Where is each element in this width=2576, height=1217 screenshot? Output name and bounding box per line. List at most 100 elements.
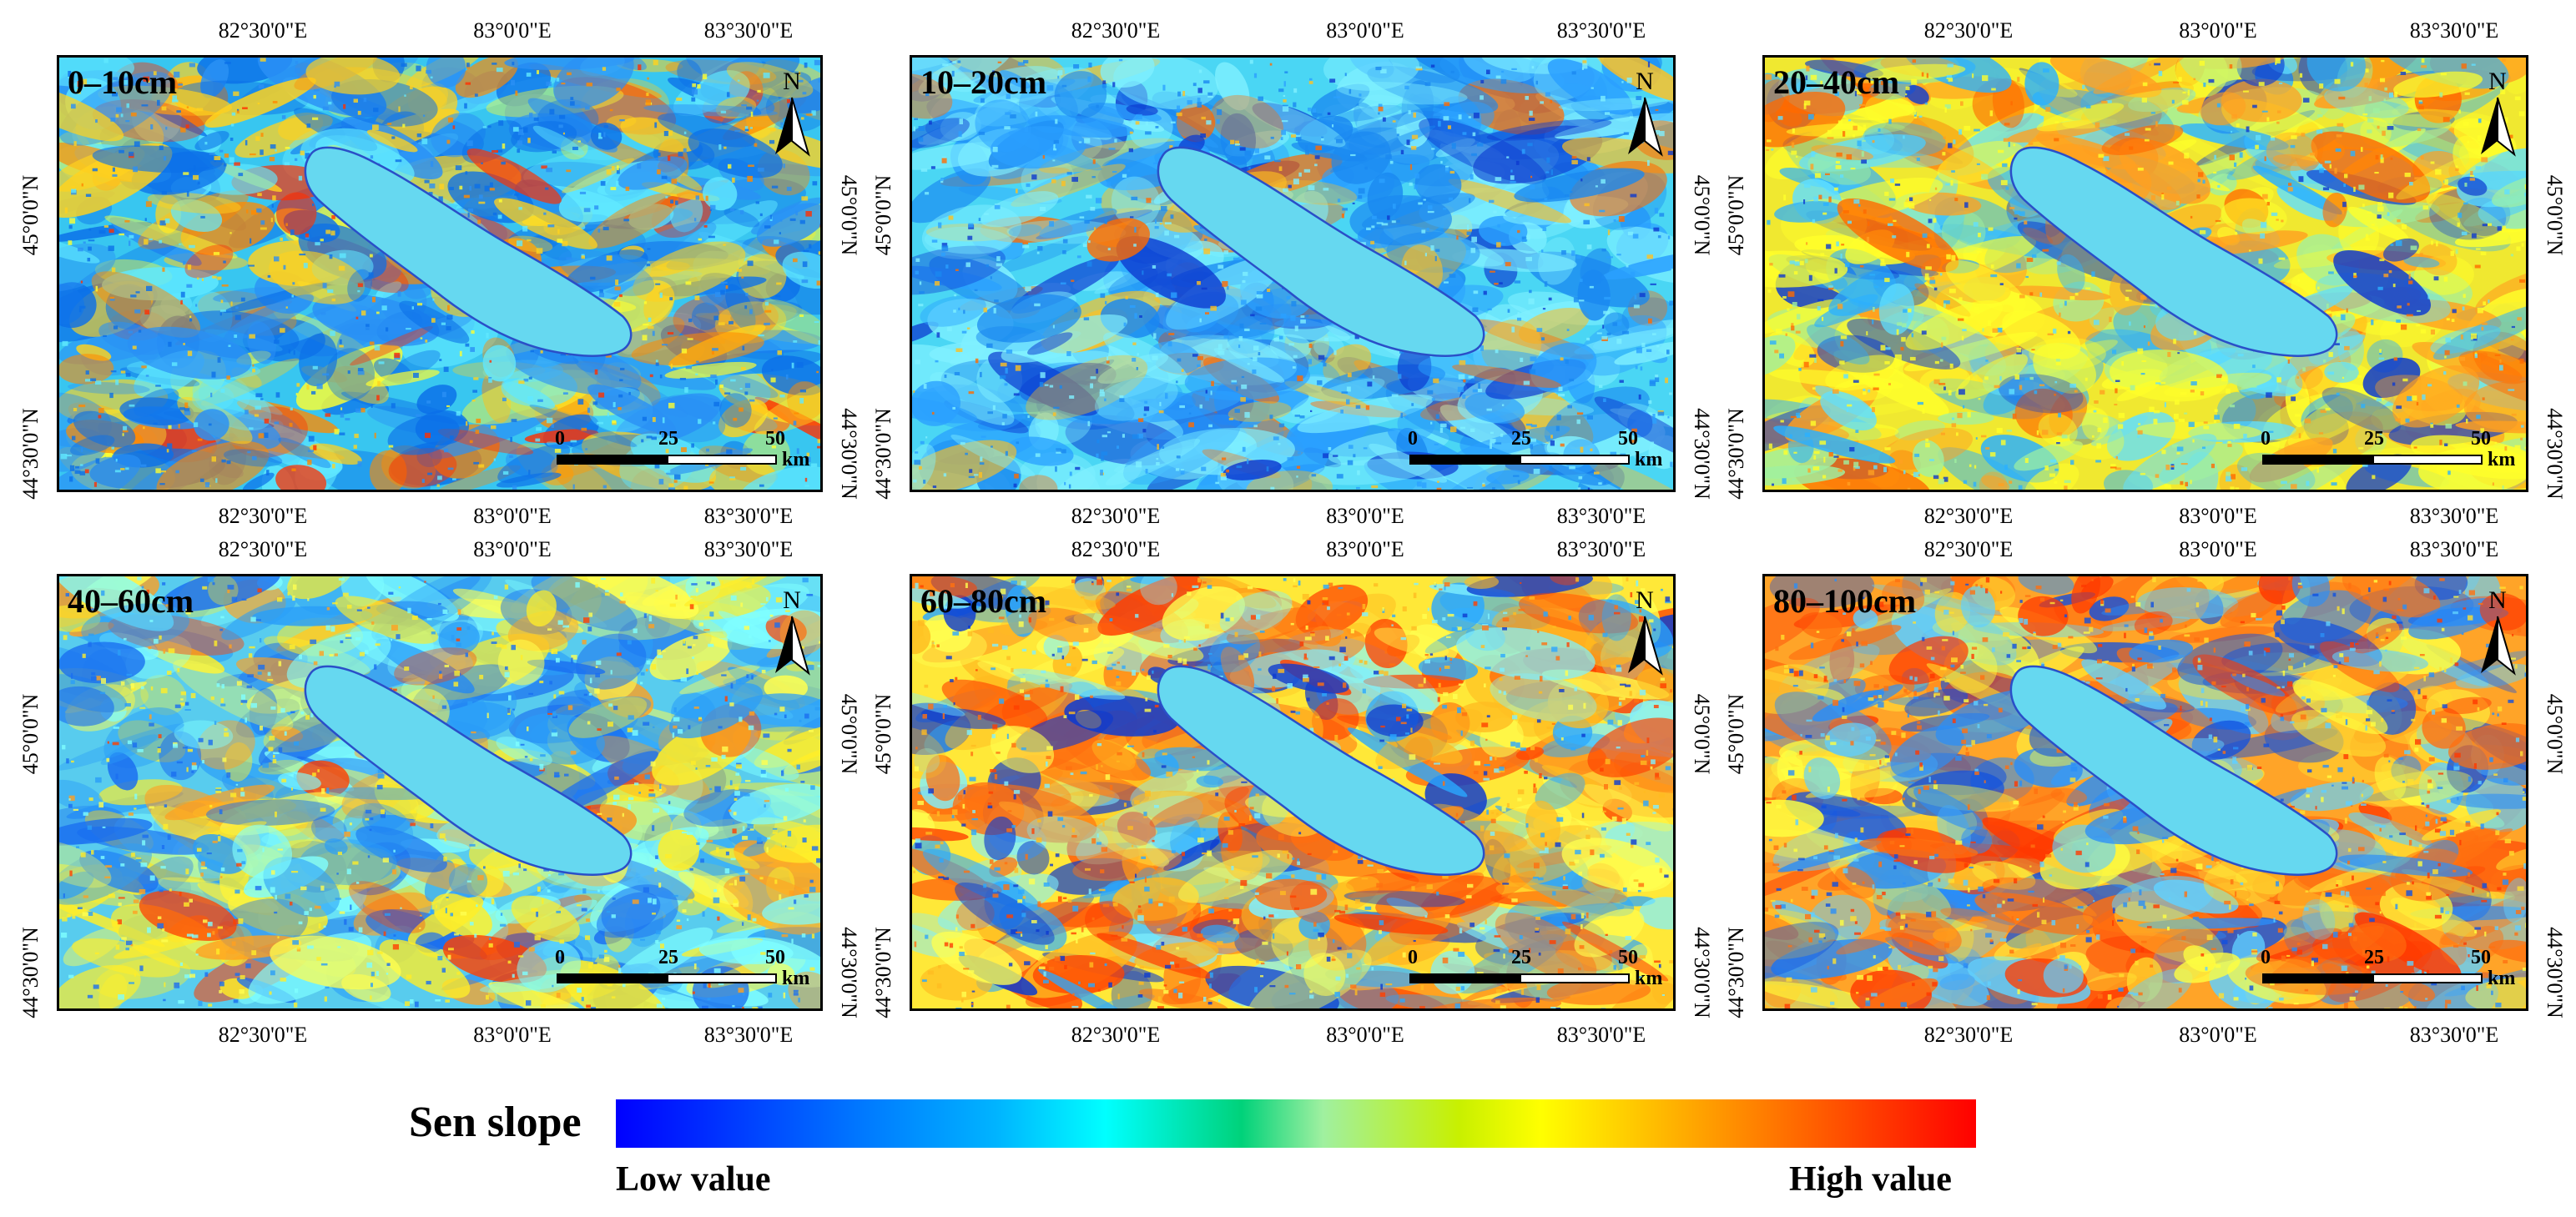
north-label: N: [783, 586, 801, 614]
lon-tick-bottom: 82°30'0"E: [218, 1023, 308, 1047]
lon-tick-bottom: 83°30'0"E: [703, 1023, 794, 1047]
depth-label: 60–80cm: [920, 582, 1047, 620]
scale-segment: [1409, 455, 1521, 465]
scale-segment: [1520, 973, 1630, 983]
raster-map: [59, 576, 820, 1008]
lon-tick-bottom: 83°30'0"E: [2409, 504, 2499, 528]
scale-label: 25: [658, 947, 678, 968]
scale-label: 0: [555, 428, 565, 450]
lat-tick-left: 44°30'0"N: [18, 408, 43, 500]
lon-tick-top: 83°0'0"E: [2179, 18, 2257, 43]
scale-segment: [2262, 455, 2374, 465]
lon-tick-top: 83°0'0"E: [473, 18, 552, 43]
lake: [1157, 665, 1485, 877]
scale-label: 0: [555, 947, 565, 968]
lat-tick-left: 45°0'0"N: [1724, 174, 1748, 256]
scale-unit: km: [1635, 968, 1663, 989]
scale-bar: 0 25 50 km: [1408, 428, 1673, 478]
scale-segment: [667, 455, 777, 465]
map-frame: 80–100cm N 0 25 50 km: [1762, 574, 2528, 1011]
map-panel-2: 10–20cm N 0 25 50 km 82°30'0"E 82°30'0"E 83°0'0"…: [871, 18, 1714, 528]
scale-unit: km: [1635, 449, 1663, 470]
map-frame: 10–20cm N 0 25 50 km: [910, 55, 1676, 492]
north-arrow-icon: N: [2481, 586, 2516, 676]
north-arrow-icon: N: [1628, 68, 1663, 157]
scale-label: 50: [2471, 428, 2491, 450]
lat-tick-left: 45°0'0"N: [871, 174, 895, 256]
lat-tick-left: 45°0'0"N: [18, 693, 43, 775]
lon-tick-top: 83°30'0"E: [703, 18, 794, 43]
lat-tick-right: 44°30'0"N: [2543, 927, 2567, 1018]
raster-map: [912, 576, 1673, 1008]
scale-label: 25: [658, 428, 678, 450]
lake: [2009, 146, 2338, 358]
map-panel-5: 60–80cm N 0 25 50 km 82°30'0"E 82°30'0"E 83°0'0"…: [871, 537, 1714, 1047]
legend-title: Sen slope: [409, 1099, 582, 1146]
lake: [304, 665, 633, 877]
lon-tick-top: 83°0'0"E: [1326, 537, 1404, 561]
depth-label: 40–60cm: [68, 582, 194, 620]
lon-tick-top: 83°0'0"E: [1326, 18, 1404, 43]
lat-tick-right: 44°30'0"N: [837, 927, 861, 1018]
scale-label: 25: [2364, 947, 2384, 968]
map-frame: 40–60cm N 0 25 50 km: [57, 574, 823, 1011]
lat-tick-left: 44°30'0"N: [871, 408, 895, 500]
lake: [2009, 665, 2338, 877]
lat-tick-left: 44°30'0"N: [1724, 408, 1748, 500]
lat-tick-left: 45°0'0"N: [1724, 693, 1748, 775]
lon-tick-bottom: 83°0'0"E: [1326, 1023, 1404, 1047]
lake: [1157, 146, 1485, 358]
lon-tick-bottom: 83°0'0"E: [473, 1023, 552, 1047]
raster-map: [1765, 58, 2526, 490]
north-label: N: [1636, 586, 1654, 614]
lat-tick-left: 44°30'0"N: [18, 927, 43, 1018]
scale-segment: [1409, 973, 1521, 983]
scale-bar: 0 25 50 km: [2261, 428, 2526, 478]
legend-low-label: Low value: [616, 1160, 771, 1199]
lon-tick-bottom: 82°30'0"E: [218, 504, 308, 528]
lon-tick-top: 83°30'0"E: [2409, 18, 2499, 43]
lon-tick-bottom: 83°0'0"E: [473, 504, 552, 528]
north-label: N: [783, 68, 801, 95]
map-panel-3: 20–40cm N 0 25 50 km 82°30'0"E 82°30'0"E 83°0'0"…: [1724, 18, 2567, 528]
scale-label: 50: [2471, 947, 2491, 968]
lat-tick-right: 44°30'0"N: [837, 408, 861, 500]
scale-label: 0: [2261, 428, 2271, 450]
lon-tick-top: 82°30'0"E: [1071, 18, 1161, 43]
scale-segment: [1520, 455, 1630, 465]
scale-segment: [2262, 973, 2374, 983]
map-frame: 20–40cm N 0 25 50 km: [1762, 55, 2528, 492]
lat-tick-right: 45°0'0"N: [2543, 174, 2567, 256]
lat-tick-left: 45°0'0"N: [18, 174, 43, 256]
map-panel-6: 80–100cm N 0 25 50 km 82°30'0"E 82°30'0"E 83°0'0…: [1724, 537, 2567, 1047]
scale-segment: [2372, 973, 2483, 983]
raster-map: [1765, 576, 2526, 1008]
scale-label: 50: [765, 428, 785, 450]
lon-tick-top: 82°30'0"E: [218, 537, 308, 561]
lon-tick-top: 82°30'0"E: [1071, 537, 1161, 561]
north-arrow-icon: N: [775, 586, 810, 676]
lon-tick-bottom: 83°30'0"E: [1556, 1023, 1646, 1047]
raster-map: [912, 58, 1673, 490]
scale-segment: [2372, 455, 2483, 465]
scale-label: 25: [2364, 428, 2384, 450]
depth-label: 0–10cm: [68, 63, 178, 101]
north-arrow-icon: N: [1628, 586, 1663, 676]
lake: [304, 146, 633, 358]
lat-tick-right: 45°0'0"N: [2543, 693, 2567, 775]
map-panel-4: 40–60cm N 0 25 50 km 82°30'0"E 82°30'0"E 83°0'0"…: [18, 537, 861, 1047]
north-label: N: [2488, 68, 2507, 95]
lon-tick-bottom: 83°30'0"E: [2409, 1023, 2499, 1047]
lat-tick-right: 44°30'0"N: [1690, 408, 1714, 500]
map-frame: 0–10cm N 0 25 50 km: [57, 55, 823, 492]
scale-label: 0: [2261, 947, 2271, 968]
lon-tick-top: 82°30'0"E: [218, 18, 308, 43]
legend-high-label: High value: [1789, 1160, 1952, 1199]
north-arrow-icon: N: [2481, 68, 2516, 157]
scale-unit: km: [2488, 449, 2516, 470]
lon-tick-top: 83°30'0"E: [2409, 537, 2499, 561]
lon-tick-top: 82°30'0"E: [1923, 18, 2014, 43]
scale-unit: km: [782, 968, 810, 989]
lon-tick-bottom: 82°30'0"E: [1071, 1023, 1161, 1047]
scale-bar: 0 25 50 km: [555, 947, 820, 997]
